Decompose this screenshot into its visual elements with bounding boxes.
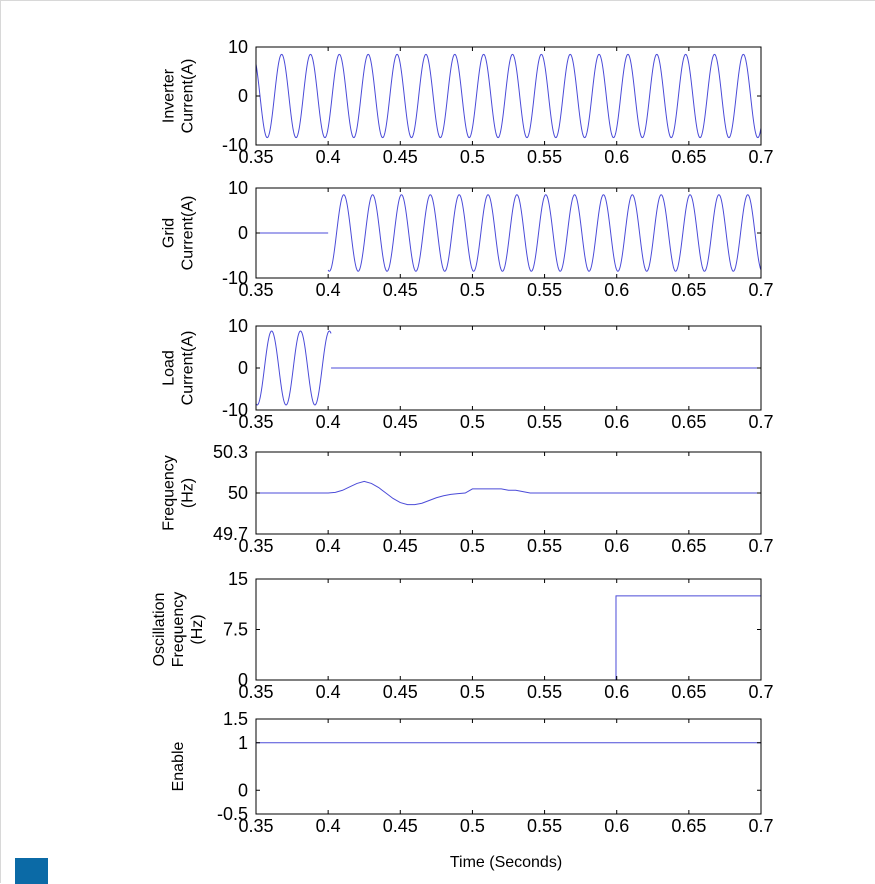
x-tick-label-inverter-5: 0.6 [604, 147, 629, 167]
x-tick-label-inverter-1: 0.4 [316, 147, 341, 167]
y-tick-label-enable-2: 1 [238, 733, 248, 753]
y-tick-label-inverter-1: 0 [238, 86, 248, 106]
x-tick-label-load-1: 0.4 [316, 412, 341, 432]
x-tick-label-grid-4: 0.55 [527, 280, 562, 300]
x-tick-label-oscillation-2: 0.45 [383, 682, 418, 702]
y-axis-label-enable-line-0: Enable [170, 741, 187, 791]
series-line-frequency-0 [256, 480, 761, 506]
panel-enable: 0.35 0.4 0.45 0.5 0.55 0.6 0.65 0.7 -0.5 0 1 1.5 Ena… [170, 709, 774, 836]
x-tick-label-inverter-3: 0.5 [460, 147, 485, 167]
x-tick-label-enable-2: 0.45 [383, 816, 418, 836]
y-tick-label-frequency-1: 50 [228, 483, 248, 503]
y-axis-label-inverter-line-1: Current(A) [180, 59, 197, 134]
x-tick-label-grid-0: 0.35 [238, 280, 273, 300]
x-tick-label-oscillation-7: 0.7 [748, 682, 773, 702]
x-axis-label: Time (Seconds) [450, 854, 562, 871]
y-tick-label-oscillation-2: 15 [228, 569, 248, 589]
series-line-oscillation-0 [256, 595, 761, 680]
x-tick-label-grid-1: 0.4 [316, 280, 341, 300]
y-axis-label-oscillation-line-2: (Hz) [189, 614, 206, 644]
x-tick-label-enable-4: 0.55 [527, 816, 562, 836]
x-tick-label-oscillation-3: 0.5 [460, 682, 485, 702]
x-tick-label-frequency-3: 0.5 [460, 536, 485, 556]
y-tick-label-oscillation-1: 7.5 [223, 620, 248, 640]
x-tick-label-load-4: 0.55 [527, 412, 562, 432]
y-tick-label-load-2: 10 [228, 316, 248, 336]
x-tick-label-grid-2: 0.45 [383, 280, 418, 300]
panel-load: 0.35 0.4 0.45 0.5 0.55 0.6 0.65 0.7 -10 0 10 Load Cu… [161, 316, 774, 432]
chart-panels: 0.35 0.4 0.45 0.5 0.55 0.6 0.65 0.7-10010Invert… [151, 37, 774, 836]
x-tick-label-inverter-6: 0.65 [671, 147, 706, 167]
series-line-load-0 [256, 330, 332, 406]
panel-frequency: 0.35 0.4 0.45 0.5 0.55 0.6 0.65 0.7 49.7 50 50.3 Fr… [161, 442, 774, 556]
x-tick-label-load-7: 0.7 [748, 412, 773, 432]
x-tick-label-load-6: 0.65 [671, 412, 706, 432]
x-tick-label-oscillation-1: 0.4 [316, 682, 341, 702]
y-tick-label-frequency-2: 50.3 [213, 442, 248, 462]
x-tick-label-inverter-2: 0.45 [383, 147, 418, 167]
y-tick-label-inverter-0: -10 [222, 135, 248, 155]
panel-grid: 0.35 0.4 0.45 0.5 0.55 0.6 0.65 0.7 -10 0 10 Grid Cu… [161, 178, 774, 300]
x-tick-label-frequency-5: 0.6 [604, 536, 629, 556]
y-tick-label-oscillation-0: 0 [238, 670, 248, 690]
x-tick-label-oscillation-0: 0.35 [238, 682, 273, 702]
x-tick-label-load-0: 0.35 [238, 412, 273, 432]
x-tick-label-inverter-0: 0.35 [238, 147, 273, 167]
x-tick-label-frequency-7: 0.7 [748, 536, 773, 556]
y-tick-label-load-0: -10 [222, 400, 248, 420]
x-tick-label-frequency-1: 0.4 [316, 536, 341, 556]
x-tick-label-frequency-4: 0.55 [527, 536, 562, 556]
y-tick-label-enable-3: 1.5 [223, 709, 248, 729]
y-axis-label-grid-line-0: Grid [161, 218, 178, 248]
y-tick-label-inverter-2: 10 [228, 37, 248, 57]
x-tick-label-inverter-4: 0.55 [527, 147, 562, 167]
corner-marker [15, 858, 48, 884]
y-axis-label-oscillation-line-1: Frequency [170, 592, 187, 668]
y-axis-label-frequency-line-1: (Hz) [180, 478, 197, 508]
x-tick-label-load-3: 0.5 [460, 412, 485, 432]
axes-box-oscillation [255, 578, 762, 681]
y-tick-label-enable-1: 0 [238, 780, 248, 800]
x-tick-label-load-2: 0.45 [383, 412, 418, 432]
x-tick-label-frequency-0: 0.35 [238, 536, 273, 556]
x-tick-label-grid-7: 0.7 [748, 280, 773, 300]
y-tick-label-grid-1: 0 [238, 223, 248, 243]
x-tick-label-enable-3: 0.5 [460, 816, 485, 836]
y-tick-label-grid-2: 10 [228, 178, 248, 198]
y-axis-label-frequency-line-0: Frequency [161, 455, 178, 531]
y-axis-label-load-line-0: Load [161, 350, 178, 386]
x-tick-label-frequency-2: 0.45 [383, 536, 418, 556]
x-tick-label-enable-1: 0.4 [316, 816, 341, 836]
x-tick-label-enable-6: 0.65 [671, 816, 706, 836]
x-tick-label-oscillation-4: 0.55 [527, 682, 562, 702]
y-tick-label-enable-0: -0.5 [217, 804, 248, 824]
x-tick-label-frequency-6: 0.65 [671, 536, 706, 556]
x-tick-label-grid-3: 0.5 [460, 280, 485, 300]
panel-oscillation: 0.35 0.4 0.45 0.5 0.55 0.6 0.65 0.7 0 7.5 15 Oscill… [151, 569, 774, 702]
x-tick-label-enable-0: 0.35 [238, 816, 273, 836]
y-tick-label-grid-0: -10 [222, 268, 248, 288]
y-axis-label-oscillation-line-0: Oscillation [151, 593, 168, 667]
y-tick-label-load-1: 0 [238, 358, 248, 378]
x-tick-label-oscillation-6: 0.65 [671, 682, 706, 702]
x-tick-label-grid-5: 0.6 [604, 280, 629, 300]
y-axis-label-load-line-1: Current(A) [180, 331, 197, 406]
x-tick-label-load-5: 0.6 [604, 412, 629, 432]
x-tick-label-enable-7: 0.7 [748, 816, 773, 836]
panel-inverter: 0.35 0.4 0.45 0.5 0.55 0.6 0.65 0.7 -10 0 10 Invert… [161, 37, 774, 167]
x-tick-label-enable-5: 0.6 [604, 816, 629, 836]
series-line-grid-1 [327, 194, 761, 272]
axes-box-enable [255, 718, 762, 815]
y-axis-label-inverter-line-0: Inverter [161, 68, 178, 123]
x-tick-label-oscillation-5: 0.6 [604, 682, 629, 702]
y-tick-label-frequency-0: 49.7 [213, 524, 248, 544]
x-tick-label-inverter-7: 0.7 [748, 147, 773, 167]
x-tick-label-grid-6: 0.65 [671, 280, 706, 300]
series-line-inverter-0 [256, 53, 761, 139]
y-axis-label-grid-line-1: Current(A) [180, 196, 197, 271]
